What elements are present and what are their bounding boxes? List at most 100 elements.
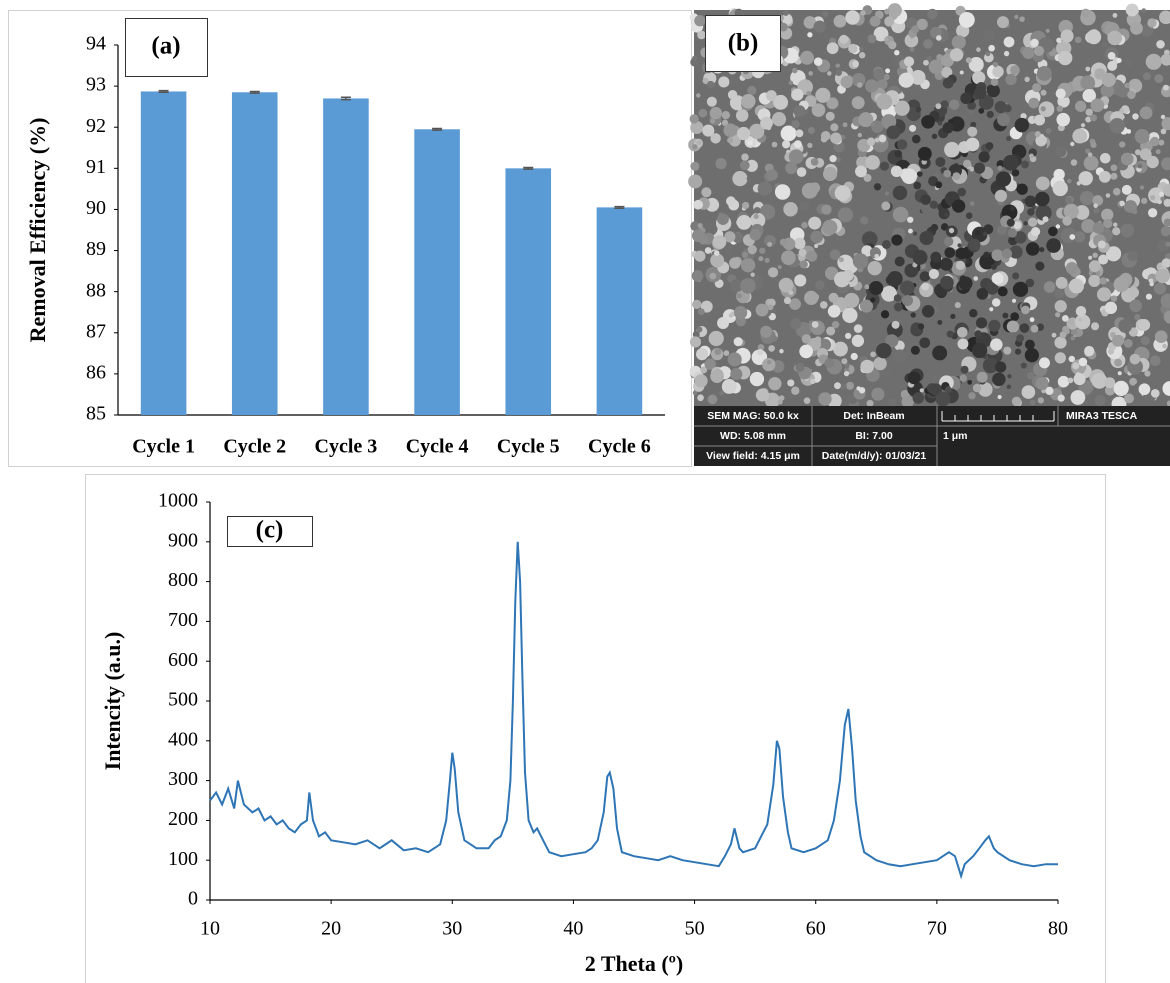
sem-grain [1124, 83, 1129, 88]
sem-grain [820, 301, 828, 309]
sem-grain [943, 78, 954, 89]
sem-grain [1041, 106, 1046, 111]
sem-grain [747, 86, 756, 95]
sem-grain [1135, 129, 1150, 144]
sem-grain [1027, 372, 1034, 379]
sem-grain [937, 320, 942, 325]
sem-grain [909, 125, 916, 132]
sem-grain [972, 343, 987, 358]
sem-grain [1137, 163, 1142, 168]
sem-grain [852, 335, 864, 347]
sem-grain [972, 71, 985, 84]
sem-grain [921, 204, 931, 214]
sem-grain [1151, 389, 1160, 398]
sem-grain [885, 68, 890, 73]
sem-grain [1132, 113, 1138, 119]
sem-grain [1070, 142, 1074, 146]
sem-grain [1099, 171, 1111, 183]
sem-grain [694, 15, 705, 26]
sem-grain [956, 248, 968, 260]
sem-grain [1053, 181, 1068, 196]
sem-grain [867, 137, 875, 145]
sem-grain [804, 397, 811, 404]
sem-grain [1071, 390, 1086, 405]
sem-grain [799, 345, 813, 359]
sem-grain [859, 47, 863, 51]
sem-grain [1156, 40, 1165, 49]
sem-grain [729, 257, 740, 268]
sem-grain [775, 184, 790, 199]
sem-grain [1080, 76, 1095, 91]
sem-grain [1090, 98, 1104, 112]
sem-grain [760, 117, 773, 130]
sem-grain [789, 149, 804, 164]
sem-grain [1005, 74, 1016, 85]
sem-grain [697, 394, 704, 401]
sem-grain [754, 214, 759, 219]
sem-grain [750, 229, 762, 241]
sem-grain [936, 392, 951, 407]
sem-grain [821, 204, 831, 214]
sem-grain [923, 39, 933, 49]
sem-grain [993, 62, 998, 67]
sem-grain [920, 388, 924, 392]
sem-grain [1080, 191, 1094, 205]
sem-grain [1003, 104, 1011, 112]
sem-grain [694, 251, 705, 262]
sem-grain [783, 202, 797, 216]
sem-grain [1066, 262, 1078, 274]
sem-grain [952, 172, 960, 180]
sem-grain [922, 305, 935, 318]
sem-grain [788, 290, 793, 295]
sem-grain [1012, 299, 1016, 303]
sem-grain [1077, 181, 1081, 185]
sem-grain [841, 358, 847, 364]
y-tick-label: 94 [86, 33, 106, 55]
bar [597, 207, 643, 415]
sem-grain [1056, 224, 1060, 228]
sem-grain [1069, 278, 1084, 293]
sem-grain [1072, 129, 1087, 144]
sem-grain [1113, 188, 1121, 196]
sem-grain [697, 31, 706, 40]
sem-grain [1003, 155, 1019, 171]
sem-grain [895, 150, 902, 157]
sem-grain [741, 258, 755, 272]
sem-grain [1154, 283, 1166, 295]
sem-grain [801, 222, 808, 229]
sem-grain [737, 127, 750, 140]
sem-grain [1016, 334, 1024, 342]
sem-grain [927, 9, 938, 20]
sem-grain [1081, 9, 1090, 18]
sem-grain [718, 76, 729, 87]
sem-grain [1012, 272, 1019, 279]
sem-grain [699, 109, 708, 118]
sem-grain [1140, 185, 1144, 189]
sem-grain [1094, 395, 1105, 406]
sem-grain [1113, 223, 1117, 227]
sem-grain [1105, 302, 1117, 314]
sem-grain [748, 245, 757, 254]
x-tick-label: Cycle 5 [497, 436, 560, 458]
sem-grain [865, 79, 878, 92]
sem-grain [1021, 363, 1027, 369]
sem-grain [874, 254, 879, 259]
sem-grain [902, 295, 913, 306]
sem-grain [1025, 340, 1035, 350]
sem-grain [851, 353, 858, 360]
sem-grain [1150, 137, 1159, 146]
sem-grain [836, 63, 840, 67]
sem-grain [852, 61, 859, 68]
sem-grain [1114, 359, 1122, 367]
sem-grain [1028, 98, 1039, 109]
sem-grain [963, 160, 971, 168]
sem-grain [1035, 377, 1048, 390]
bar [323, 98, 369, 415]
sem-grain [1071, 329, 1077, 335]
sem-grain [918, 147, 932, 161]
sem-grain [698, 308, 705, 315]
sem-grain [947, 331, 954, 338]
sem-grain [697, 140, 702, 145]
sem-grain [974, 330, 981, 337]
y-tick-label: 90 [86, 197, 106, 219]
